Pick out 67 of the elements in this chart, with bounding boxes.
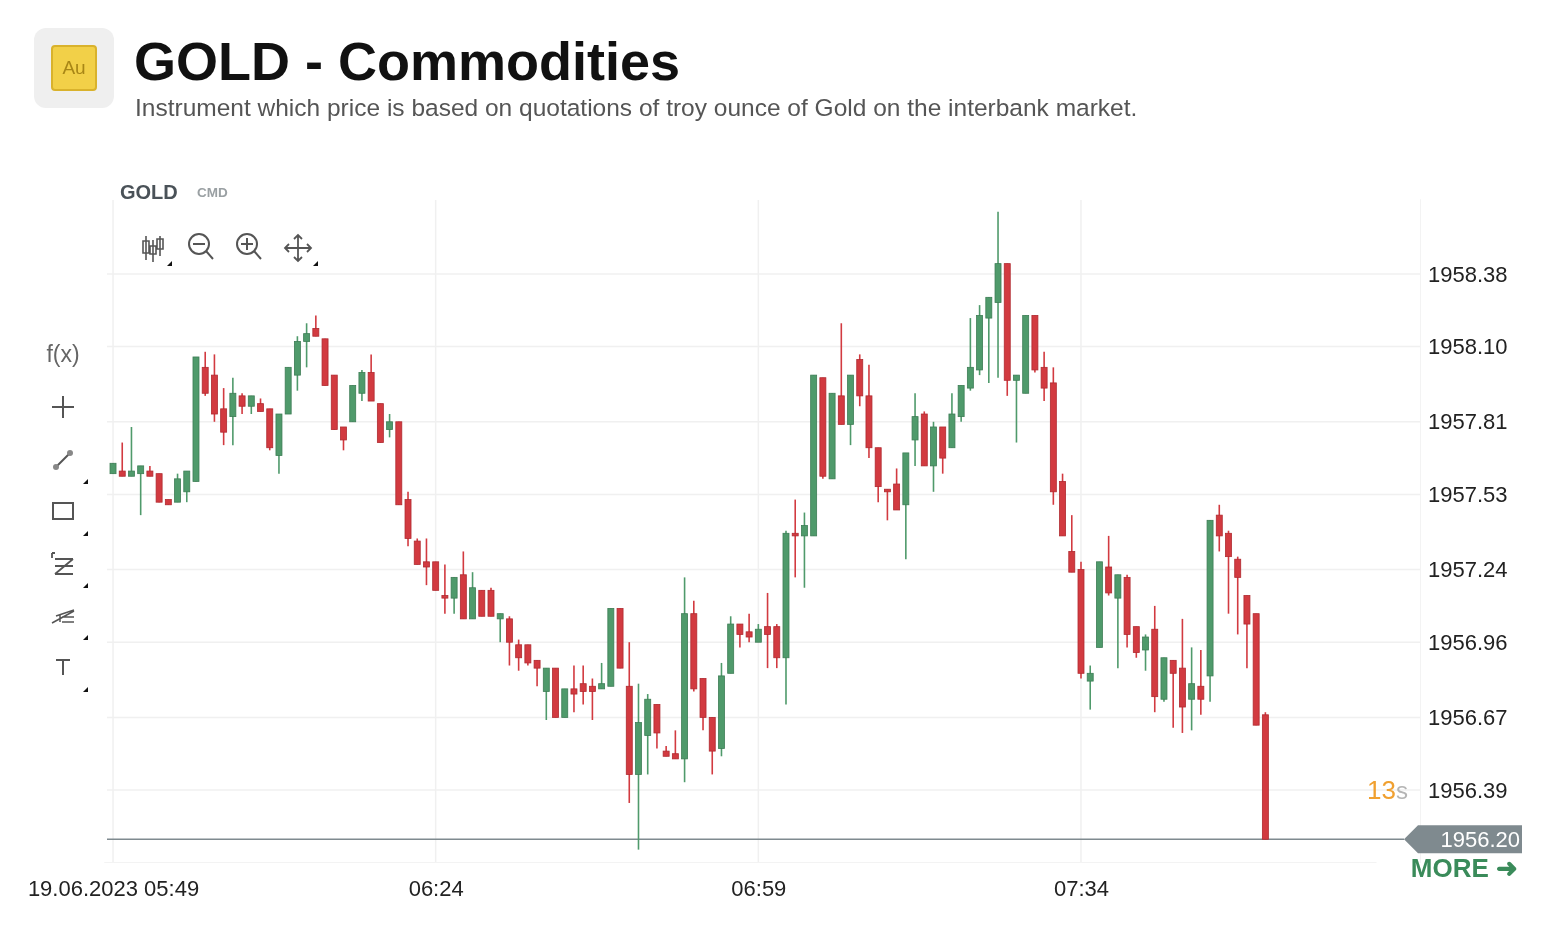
- text: MORE ➜: [1410, 853, 1518, 883]
- function-icon: f(x): [46, 341, 80, 367]
- chart-subtitle: Instrument which price is based on quotations of troy ounce of Gold on the interbank market.: [135, 94, 1138, 121]
- candlestick: [423, 537, 430, 586]
- ref-line-label: 1956.20: [1440, 827, 1520, 853]
- candlestick: [1215, 503, 1223, 553]
- candlestick: [413, 537, 421, 566]
- x-tick-label: 06:24: [408, 875, 464, 901]
- candlestick: [801, 511, 808, 589]
- candlestick: [450, 576, 458, 615]
- candlestick: [340, 426, 347, 452]
- candlestick: [911, 392, 919, 467]
- candlestick: [542, 667, 550, 721]
- annotation: 13s: [1367, 775, 1408, 805]
- y-tick-label: 1956.96: [1428, 629, 1508, 655]
- candlestick: [1142, 633, 1149, 672]
- candlestick: [118, 441, 126, 478]
- chart-title: GOLD - Commodities: [134, 31, 681, 91]
- candlestick: [966, 317, 974, 392]
- candlestick: [1068, 514, 1076, 573]
- y-tick-label: 1957.53: [1428, 481, 1508, 507]
- candlestick: [671, 729, 679, 760]
- candlestick: [1086, 664, 1094, 711]
- y-tick-label: 1956.39: [1428, 777, 1508, 803]
- y-tick-label: 1956.67: [1428, 704, 1508, 730]
- x-tick-label: 19.06.2023 05:49: [27, 875, 200, 901]
- annotation: CMD: [197, 185, 228, 200]
- candlestick: [791, 498, 799, 579]
- y-tick-label: 1958.38: [1428, 261, 1508, 287]
- candlestick: [137, 465, 145, 516]
- y-tick-label: 1958.10: [1428, 334, 1508, 360]
- candlestick: [247, 395, 255, 415]
- candlestick: [589, 677, 596, 721]
- candlestick: [1114, 573, 1122, 669]
- candlestick: [515, 638, 523, 672]
- candlestick: [386, 413, 393, 439]
- candlestick: [220, 387, 228, 446]
- candlestick: [312, 314, 320, 338]
- candlestick: [1013, 374, 1020, 444]
- candlestick: [174, 472, 181, 503]
- candlestick: [1169, 659, 1177, 729]
- candlestick: [441, 563, 449, 615]
- y-tick-label: 1957.24: [1428, 557, 1508, 583]
- candlestick: [985, 296, 993, 384]
- au-icon: Au: [34, 28, 114, 108]
- candlestick: [1234, 555, 1242, 636]
- candlestick: [1197, 649, 1205, 716]
- candlestick: [183, 470, 191, 503]
- annotation: GOLD: [120, 181, 178, 203]
- candlestick: [570, 664, 578, 714]
- x-tick-label: 07:34: [1053, 875, 1110, 901]
- candlestick: [506, 615, 513, 667]
- candlestick: [764, 592, 771, 669]
- x-tick-label: 06:59: [731, 875, 787, 901]
- candlestick: [884, 488, 891, 522]
- y-tick-label: 1957.81: [1428, 409, 1508, 435]
- candlestick: [229, 376, 237, 446]
- candlestick: [496, 612, 504, 643]
- candlestick: [754, 623, 762, 643]
- candlestick: [303, 322, 311, 369]
- candlestick: [1188, 646, 1196, 732]
- candlestick: [1225, 529, 1232, 615]
- candlestick: [128, 426, 135, 478]
- candlestick: [579, 664, 587, 706]
- candlestick: [358, 369, 366, 402]
- candlestick: [598, 662, 606, 690]
- candlestick: [238, 392, 246, 415]
